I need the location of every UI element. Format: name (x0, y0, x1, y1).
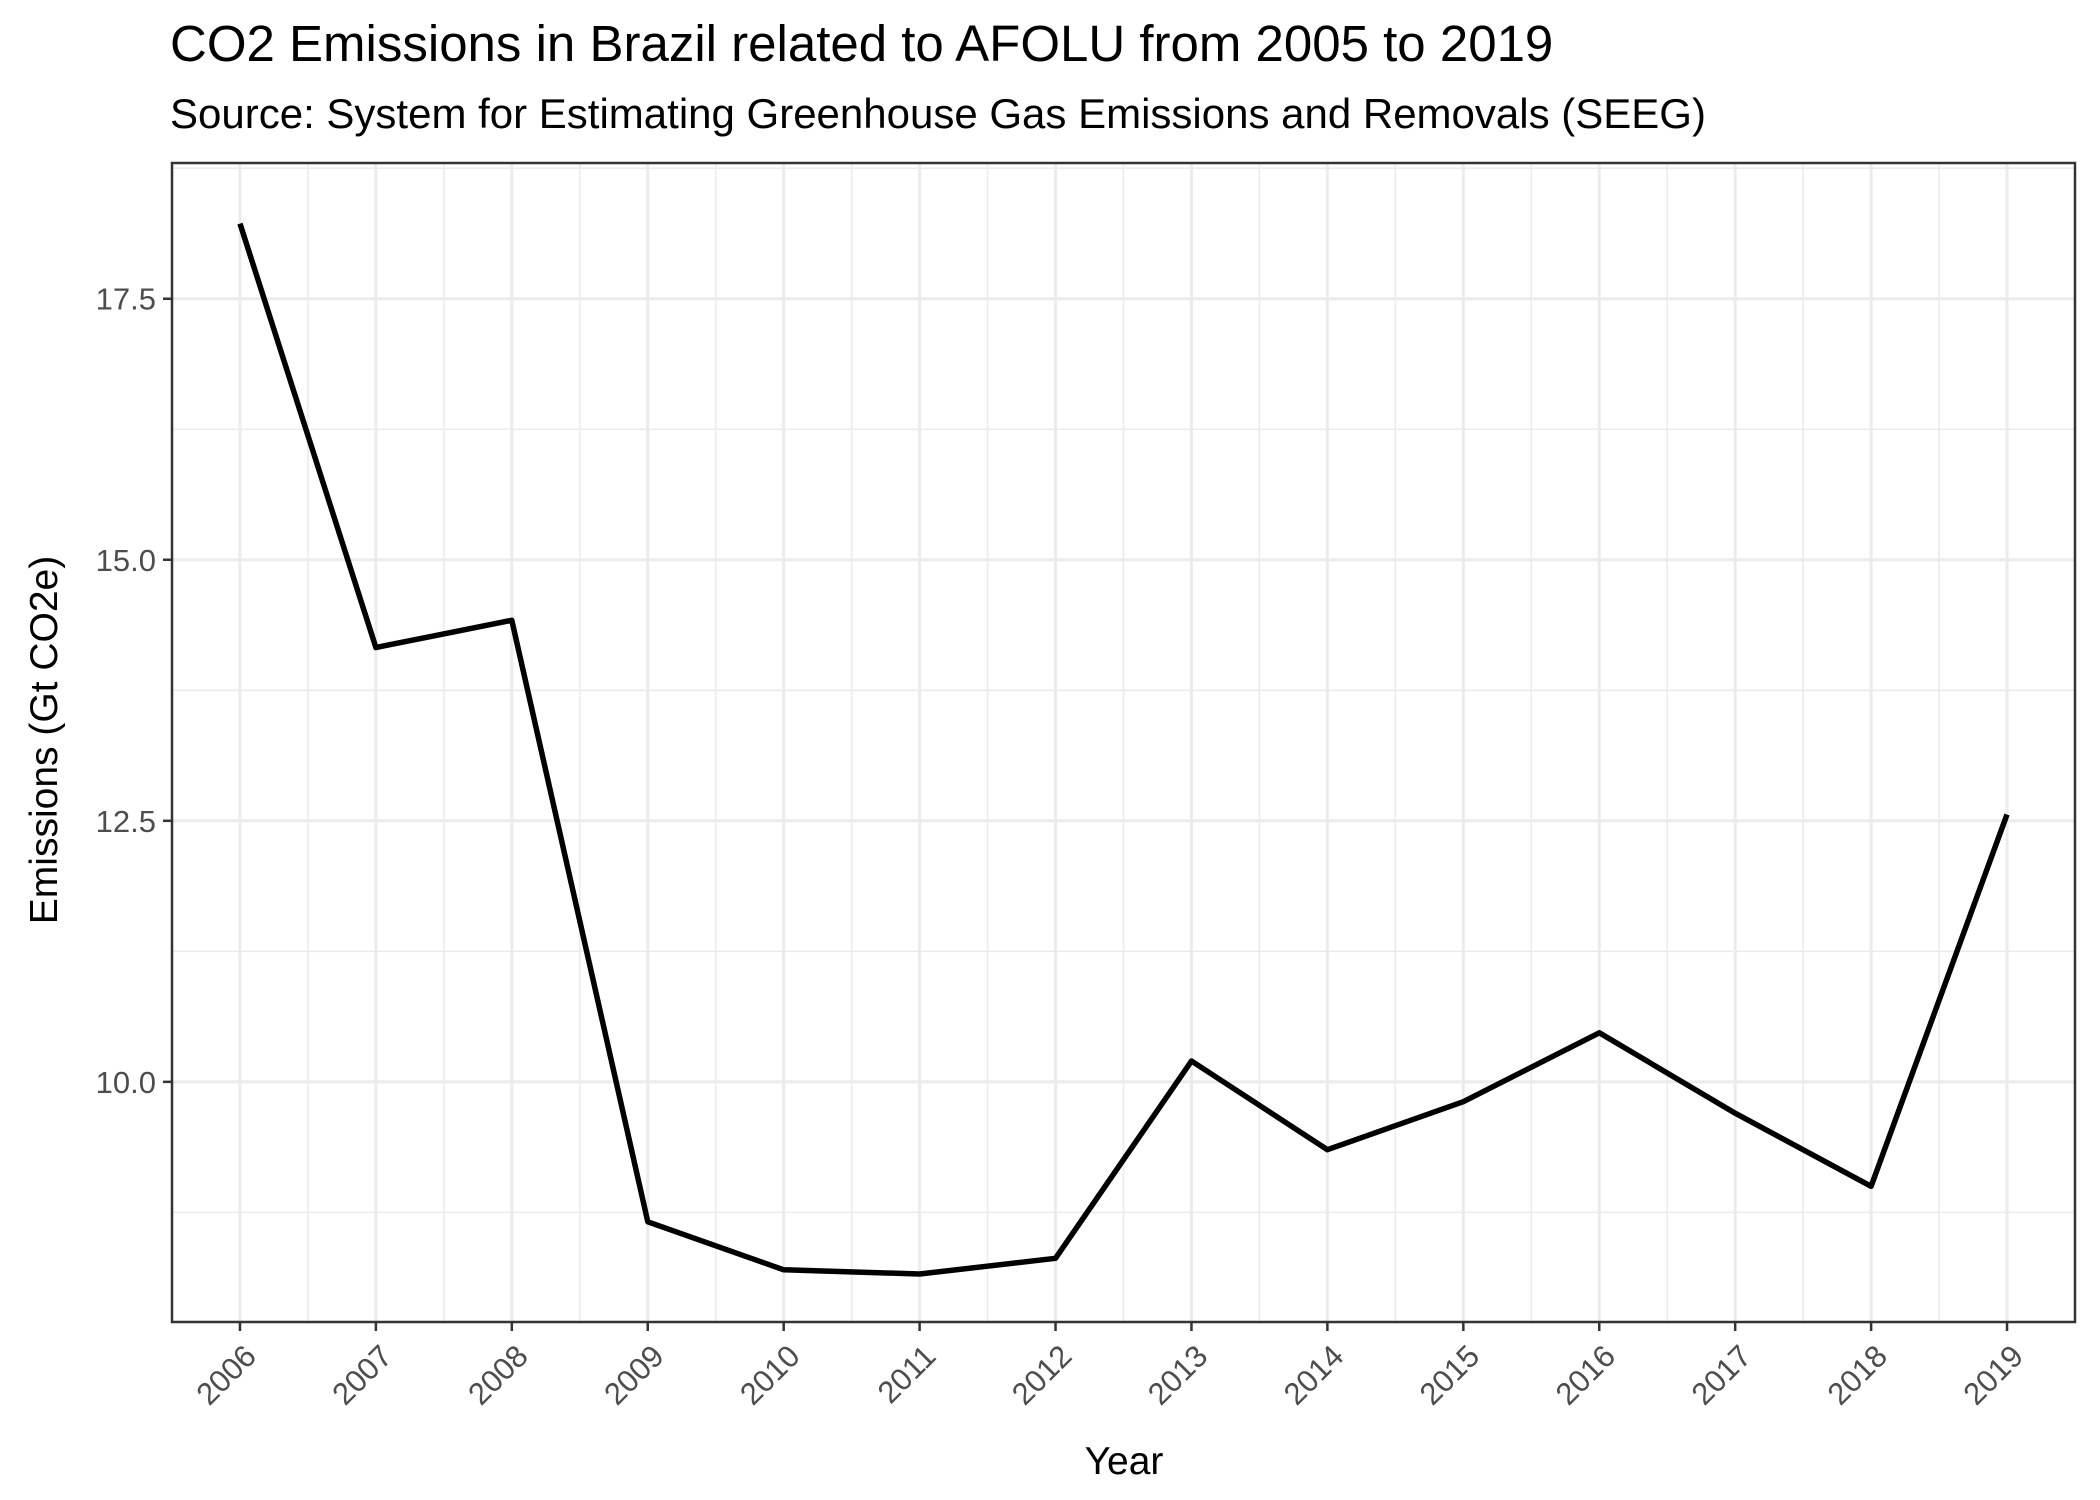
chart-subtitle: Source: System for Estimating Greenhouse… (170, 90, 1706, 137)
x-tick-label: 2018 (1821, 1338, 1895, 1412)
x-axis-ticks: 2006 2007 2008 2009 2010 2011 2012 2013 2014 2015… (189, 1322, 2030, 1412)
series-layer (237, 222, 2010, 1277)
y-tick-label: 10.0 (96, 1065, 156, 1100)
y-axis-title: Emissions (Gt CO2e) (23, 556, 66, 924)
x-tick-label: 2013 (1141, 1338, 1215, 1412)
y-tick-label: 12.5 (96, 804, 156, 839)
x-tick-label: 2006 (189, 1338, 263, 1412)
x-tick-label: 2019 (1956, 1338, 2030, 1412)
x-tick-label: 2008 (461, 1338, 535, 1412)
x-axis-title: Year (1085, 1440, 1164, 1483)
y-tick-label: 17.5 (96, 282, 156, 317)
y-axis-ticks: 10.0 12.5 15.0 17.5 (96, 282, 172, 1100)
y-tick-label: 15.0 (96, 543, 156, 578)
x-tick-label: 2007 (325, 1338, 399, 1412)
x-tick-label: 2012 (1005, 1338, 1079, 1412)
minor-gridlines (172, 163, 2075, 1322)
x-tick-label: 2011 (871, 1338, 943, 1410)
major-gridlines (172, 163, 2075, 1322)
x-tick-label: 2009 (597, 1338, 671, 1412)
x-tick-label: 2014 (1277, 1338, 1351, 1412)
plot-panel-border (170, 161, 2077, 1324)
x-tick-label: 2015 (1413, 1338, 1487, 1412)
x-tick-label: 2010 (733, 1338, 807, 1412)
x-tick-label: 2017 (1685, 1338, 1759, 1412)
chart-title: CO2 Emissions in Brazil related to AFOLU… (170, 15, 1554, 72)
x-tick-label: 2016 (1549, 1338, 1623, 1412)
series-line (237, 222, 2010, 1277)
